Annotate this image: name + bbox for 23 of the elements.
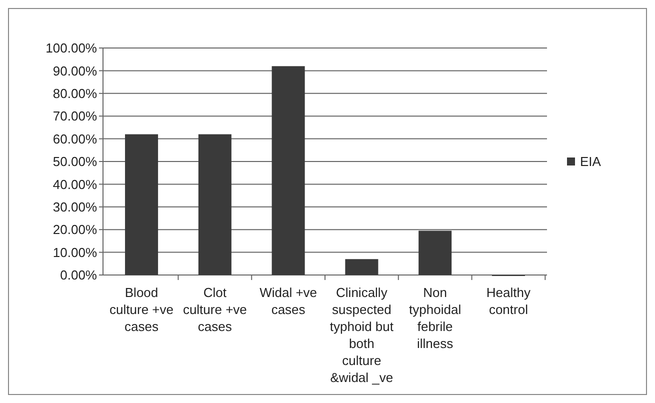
- x-tick-label: Widal +ve cases: [260, 285, 318, 317]
- bar: [125, 134, 158, 275]
- bar: [198, 134, 232, 275]
- legend-label: EIA: [580, 154, 602, 170]
- bar: [345, 259, 378, 275]
- y-tick-label: 40.00%: [52, 176, 98, 192]
- y-tick-label: 90.00%: [52, 63, 98, 78]
- y-tick-label: 70.00%: [52, 108, 98, 124]
- y-tick-label: 30.00%: [52, 199, 98, 214]
- x-tick-label: Clot culture +ve cases: [182, 285, 247, 334]
- y-tick-label: 100.00%: [46, 40, 98, 56]
- y-tick-label: 80.00%: [52, 86, 98, 101]
- y-tick-label: 60.00%: [52, 131, 98, 146]
- bar: [272, 66, 305, 275]
- x-tick-label: Blood culture +ve cases: [110, 285, 174, 334]
- x-tick-label: Healthy control: [486, 285, 532, 317]
- y-tick-label: 0.00%: [60, 268, 98, 283]
- bar: [418, 230, 452, 275]
- y-tick-label: 10.00%: [52, 244, 98, 260]
- x-tick-label: Clinically suspected typhoid but both culture &widal _ve: [330, 285, 394, 385]
- y-tick-label: 50.00%: [52, 154, 98, 170]
- y-tick-label: 20.00%: [52, 222, 98, 238]
- x-tick-label: Non typhoidal febrile illness: [409, 285, 462, 351]
